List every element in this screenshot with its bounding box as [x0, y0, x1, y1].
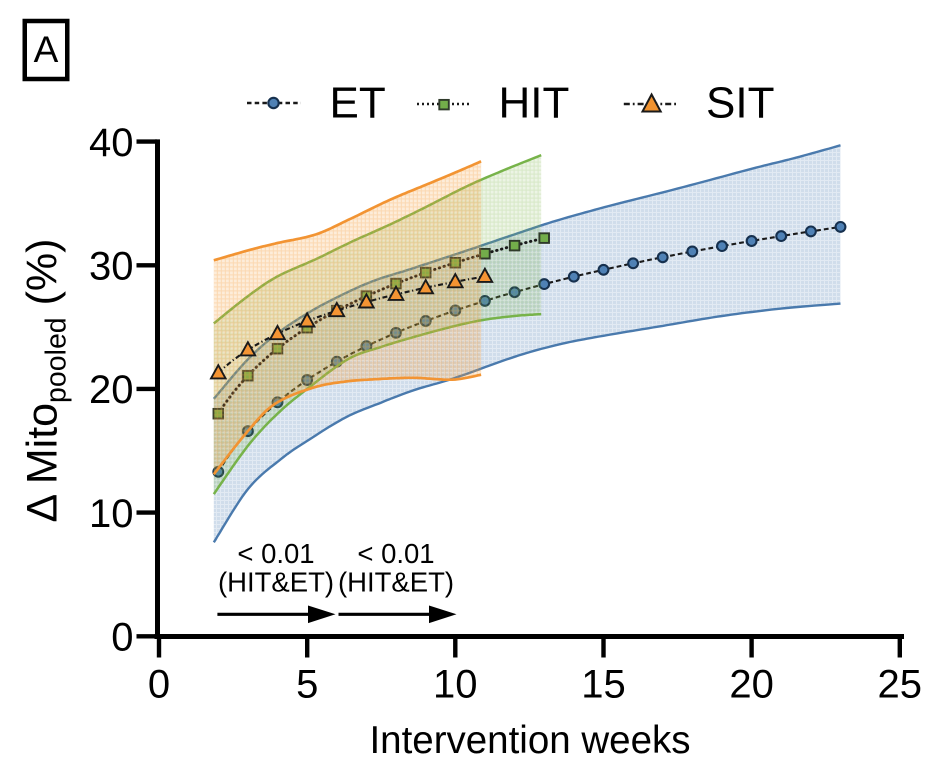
svg-text:HIT: HIT: [499, 79, 570, 128]
svg-text:40: 40: [89, 121, 134, 165]
svg-text:Intervention weeks: Intervention weeks: [369, 719, 690, 762]
svg-text:5: 5: [296, 663, 318, 707]
svg-text:SIT: SIT: [706, 79, 774, 128]
svg-text:(HIT&ET): (HIT&ET): [338, 567, 454, 598]
svg-text:< 0.01: < 0.01: [357, 538, 434, 569]
svg-text:(HIT&ET): (HIT&ET): [218, 567, 334, 598]
svg-text:10: 10: [89, 492, 134, 536]
svg-text:20: 20: [729, 663, 774, 707]
svg-text:0: 0: [111, 616, 133, 660]
svg-text:A: A: [34, 29, 59, 70]
svg-text:25: 25: [878, 663, 923, 707]
svg-text:30: 30: [89, 245, 134, 289]
svg-text:0: 0: [148, 663, 170, 707]
svg-text:ET: ET: [330, 79, 386, 128]
svg-text:< 0.01: < 0.01: [237, 538, 314, 569]
svg-text:15: 15: [581, 663, 626, 707]
svg-text:10: 10: [433, 663, 478, 707]
svg-text:20: 20: [89, 368, 134, 412]
